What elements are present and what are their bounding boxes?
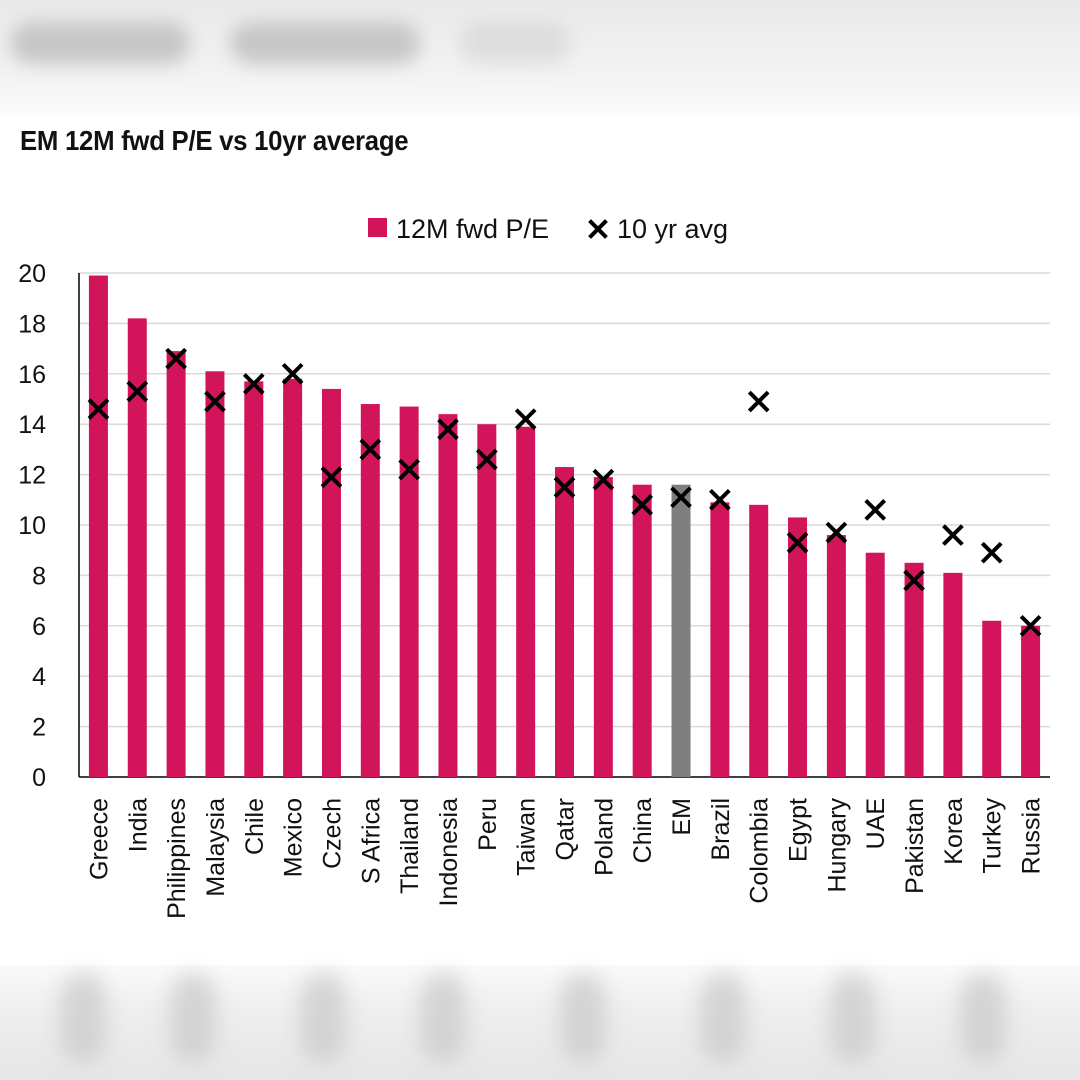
legend-marker-label: 10 yr avg xyxy=(617,214,728,244)
avg-marker xyxy=(398,458,420,481)
legend-bar-swatch xyxy=(368,218,387,237)
y-tick-label: 16 xyxy=(18,361,46,389)
blurred-bottom-border xyxy=(0,965,1080,1080)
avg-marker xyxy=(165,347,187,370)
bar xyxy=(632,484,652,777)
bar xyxy=(826,535,846,777)
bar xyxy=(88,275,108,777)
bar xyxy=(904,562,924,777)
avg-marker xyxy=(87,398,110,420)
x-category-label: Poland xyxy=(590,798,618,876)
bar xyxy=(516,426,536,777)
x-category-label: Thailand xyxy=(396,798,424,894)
avg-marker xyxy=(631,494,654,516)
y-tick-label: 8 xyxy=(32,562,46,590)
blurred-top-border xyxy=(0,0,1080,115)
bar xyxy=(749,504,769,777)
avg-marker xyxy=(126,380,149,403)
bar xyxy=(593,477,613,777)
y-tick-label: 0 xyxy=(32,764,46,792)
x-category-label: Hungary xyxy=(823,798,851,893)
x-category-label: Czech xyxy=(318,798,346,869)
avg-marker xyxy=(592,468,615,491)
chart-title: EM 12M fwd P/E vs 10yr average xyxy=(20,125,409,156)
x-category-label: Turkey xyxy=(979,798,1007,874)
x-category-label: Indonesia xyxy=(435,798,463,907)
y-tick-label: 14 xyxy=(18,411,46,439)
x-category-label: Korea xyxy=(940,798,968,865)
x-category-label: Brazil xyxy=(707,798,735,861)
avg-marker xyxy=(903,569,925,592)
y-tick-label: 2 xyxy=(32,714,46,742)
bar xyxy=(205,371,225,777)
x-category-label: EM xyxy=(668,798,696,836)
avg-marker xyxy=(786,531,809,554)
avg-marker xyxy=(514,408,537,430)
y-tick-label: 12 xyxy=(18,462,46,490)
x-category-label: S Africa xyxy=(357,798,385,884)
avg-marker xyxy=(242,373,265,395)
avg-marker xyxy=(320,466,343,488)
bar xyxy=(555,467,574,777)
bar xyxy=(710,502,730,777)
y-tick-label: 4 xyxy=(32,663,46,691)
x-category-label: Malaysia xyxy=(202,798,230,897)
avg-marker xyxy=(475,448,498,471)
bar xyxy=(244,381,264,777)
avg-marker xyxy=(709,488,731,511)
avg-marker xyxy=(825,521,848,544)
avg-marker xyxy=(942,524,964,546)
avg-marker xyxy=(1019,614,1042,637)
bar xyxy=(399,406,419,777)
legend-bar-label: 12M fwd P/E xyxy=(396,214,549,244)
avg-marker xyxy=(747,390,770,413)
x-category-label: Taiwan xyxy=(513,798,541,876)
x-category-label: Greece xyxy=(85,798,113,880)
y-tick-label: 18 xyxy=(18,310,46,338)
x-category-label: China xyxy=(629,798,657,863)
legend-marker-swatch xyxy=(588,219,608,239)
bar xyxy=(788,517,808,777)
y-tick-label: 10 xyxy=(18,512,46,540)
x-category-label: India xyxy=(124,798,152,852)
bar xyxy=(127,318,147,777)
bar xyxy=(982,620,1002,777)
x-category-label: Chile xyxy=(241,798,269,855)
x-category-label: Peru xyxy=(474,798,502,851)
bar xyxy=(943,572,963,777)
avg-marker xyxy=(437,418,459,441)
x-category-label: Pakistan xyxy=(901,798,929,894)
avg-marker xyxy=(359,438,382,461)
bar xyxy=(865,552,885,777)
bar xyxy=(360,404,380,777)
x-category-label: Qatar xyxy=(552,798,580,861)
x-category-label: Russia xyxy=(1018,798,1046,875)
avg-marker xyxy=(864,499,887,521)
bar xyxy=(1021,625,1041,777)
avg-marker xyxy=(281,362,304,385)
avg-marker xyxy=(204,390,226,413)
y-tick-label: 20 xyxy=(18,260,46,288)
bar xyxy=(166,351,186,777)
bar xyxy=(477,424,497,777)
x-category-label: Mexico xyxy=(280,798,308,877)
bar xyxy=(671,484,691,777)
y-tick-label: 6 xyxy=(32,613,46,641)
x-category-label: Philippines xyxy=(163,798,191,919)
bar xyxy=(283,378,303,777)
x-category-label: Colombia xyxy=(746,798,774,904)
bar xyxy=(438,414,458,777)
avg-marker xyxy=(670,486,692,509)
avg-marker xyxy=(553,476,576,499)
x-category-label: Egypt xyxy=(785,798,813,862)
avg-marker xyxy=(980,541,1003,564)
x-category-label: UAE xyxy=(862,798,890,849)
bar xyxy=(321,388,341,777)
